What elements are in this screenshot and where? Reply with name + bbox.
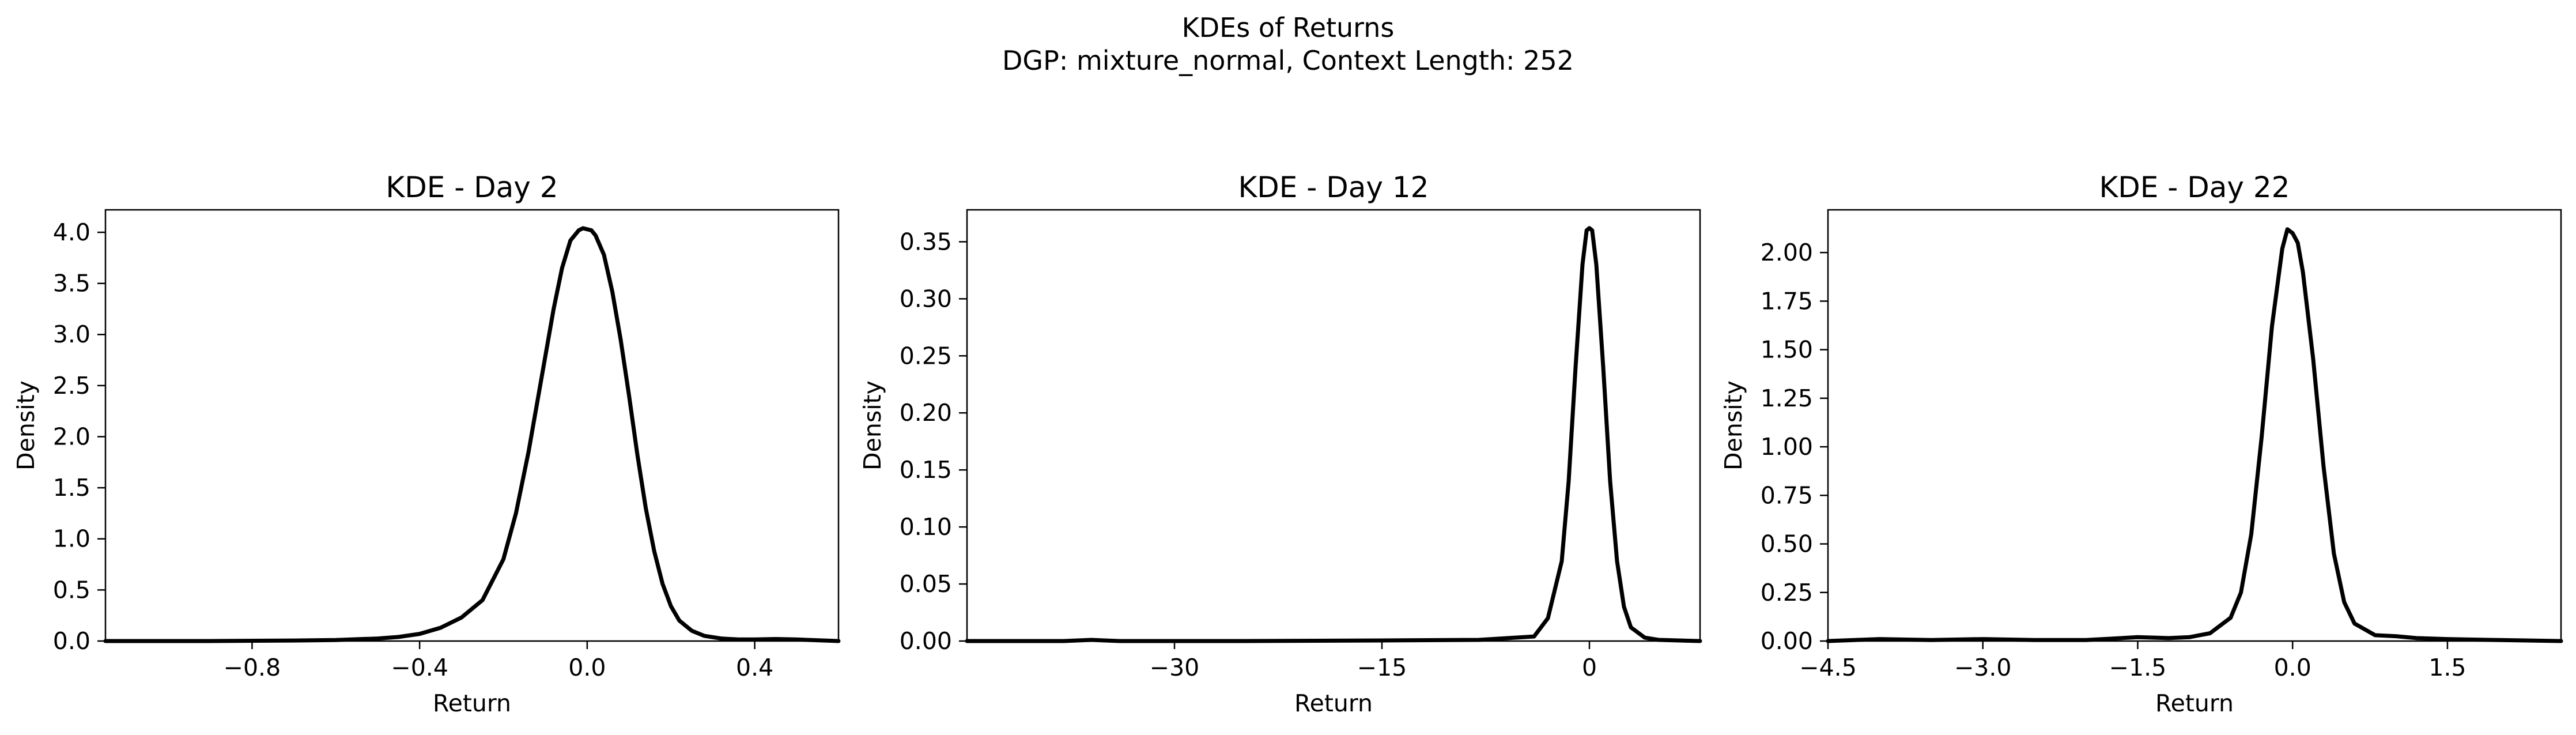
- subplot-title: KDE - Day 22: [2099, 171, 2290, 204]
- x-tick-label: −0.8: [224, 654, 281, 681]
- y-tick-label: 0.00: [1761, 627, 1813, 655]
- y-tick-label: 0.25: [1761, 579, 1813, 606]
- x-tick-label: −1.5: [2109, 654, 2167, 681]
- y-tick-label: 0.00: [900, 627, 952, 655]
- y-tick-label: 2.00: [1761, 239, 1813, 266]
- y-axis-label: Density: [1720, 380, 1747, 470]
- kde-curve: [965, 226, 1702, 643]
- y-tick-label: 0.05: [900, 570, 952, 598]
- x-axis-label: Return: [1294, 689, 1373, 717]
- axes-frame: [104, 209, 840, 642]
- y-tick-label: 2.5: [53, 372, 90, 399]
- y-tick-label: 0.5: [53, 576, 90, 604]
- subplot-day-2: KDE - Day 2 Return Density −0.8 −0.4 0.0 0.…: [12, 171, 841, 717]
- y-axis-label: Density: [859, 380, 886, 470]
- x-tick-label: −15: [1357, 654, 1407, 681]
- x-tick-label: 1.5: [2428, 654, 2466, 681]
- y-tick-label: 1.75: [1761, 287, 1813, 315]
- y-tick-label: 0.30: [900, 285, 952, 312]
- kde-curve: [1826, 227, 2563, 643]
- y-tick-label: 0.35: [900, 228, 952, 255]
- y-tick-label: 1.00: [1761, 433, 1813, 461]
- subplot-title: KDE - Day 2: [386, 171, 558, 204]
- y-tick-label: 2.0: [53, 423, 90, 450]
- y-tick-label: 3.0: [53, 321, 90, 348]
- y-tick-label: 4.0: [53, 218, 90, 246]
- x-tick-label: −30: [1150, 654, 1200, 681]
- y-tick-label: 1.0: [53, 525, 90, 553]
- y-tick-label: 3.5: [53, 270, 90, 297]
- x-tick-label: 0: [1582, 654, 1597, 681]
- y-tick-label: 0.50: [1761, 530, 1813, 558]
- x-tick-label: 0.4: [736, 654, 773, 681]
- y-tick-label: 0.25: [900, 342, 952, 370]
- figure-title-line-2: DGP: mixture_normal, Context Length: 252: [1002, 45, 1574, 76]
- x-tick-label: −3.0: [1954, 654, 2012, 681]
- y-tick-label: 1.5: [53, 474, 90, 502]
- y-tick-label: 0.75: [1761, 481, 1813, 509]
- kde-curve: [103, 226, 841, 643]
- subplot-day-22: KDE - Day 22 Return Density −4.5 −3.0 −1.5…: [1720, 171, 2563, 717]
- x-tick-label: −0.4: [391, 654, 448, 681]
- x-tick-label: 0.0: [2274, 654, 2311, 681]
- axes-frame: [1827, 209, 2562, 642]
- y-tick-label: 1.50: [1761, 336, 1813, 364]
- x-tick-label: 0.0: [568, 654, 606, 681]
- y-axis-label: Density: [12, 380, 40, 470]
- y-tick-label: 1.25: [1761, 385, 1813, 412]
- y-tick-label: 0.0: [53, 627, 90, 655]
- x-tick-label: −4.5: [1799, 654, 1857, 681]
- x-axis-label: Return: [2155, 689, 2234, 717]
- y-tick-label: 0.15: [900, 456, 952, 484]
- x-axis-label: Return: [433, 689, 511, 717]
- subplot-day-12: KDE - Day 12 Return Density −30 −15 0 0.00 0…: [859, 171, 1702, 717]
- axes-frame: [966, 209, 1701, 642]
- y-tick-label: 0.20: [900, 399, 952, 427]
- subplot-title: KDE - Day 12: [1238, 171, 1429, 204]
- figure-title-line-1: KDEs of Returns: [1182, 12, 1395, 43]
- y-tick-label: 0.10: [900, 513, 952, 541]
